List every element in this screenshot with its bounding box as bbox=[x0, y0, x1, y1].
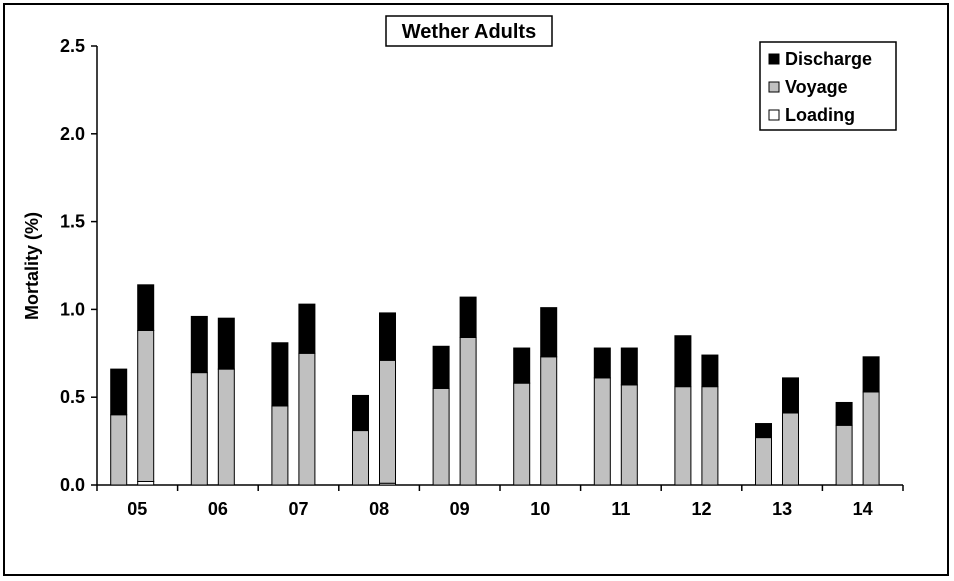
y-tick-label: 0.0 bbox=[60, 475, 85, 495]
x-tick-label: 10 bbox=[530, 499, 550, 519]
bar-discharge bbox=[862, 356, 880, 393]
bar-discharge bbox=[459, 296, 477, 338]
x-tick-label: 08 bbox=[369, 499, 389, 519]
bar-voyage bbox=[459, 336, 477, 486]
bar-voyage bbox=[352, 430, 370, 486]
bar-voyage bbox=[190, 372, 208, 486]
y-axis-label: Mortality (%) bbox=[22, 212, 42, 320]
bar-discharge bbox=[271, 342, 289, 407]
bar-discharge bbox=[593, 347, 611, 379]
x-tick-label: 07 bbox=[288, 499, 308, 519]
chart-title-box: Wether Adults bbox=[385, 15, 553, 47]
chart-title: Wether Adults bbox=[402, 21, 536, 43]
bar-discharge bbox=[352, 394, 370, 432]
legend-swatch-discharge bbox=[768, 53, 780, 65]
y-tick-label: 0.5 bbox=[60, 387, 85, 407]
bar-discharge bbox=[620, 347, 638, 386]
bar-voyage bbox=[513, 382, 531, 486]
bar-discharge bbox=[701, 354, 719, 388]
bar-voyage bbox=[835, 424, 853, 486]
bar-discharge bbox=[110, 368, 128, 416]
bars bbox=[110, 284, 880, 486]
bar-voyage bbox=[620, 384, 638, 486]
y-tick-label: 2.0 bbox=[60, 124, 85, 144]
bar-discharge bbox=[298, 303, 316, 354]
bar-discharge bbox=[835, 401, 853, 426]
x-tick-label: 06 bbox=[208, 499, 228, 519]
legend-label-discharge: Discharge bbox=[785, 49, 872, 69]
x-tick-label: 14 bbox=[853, 499, 873, 519]
bar-discharge bbox=[755, 423, 773, 439]
legend-swatch-loading bbox=[768, 109, 780, 121]
bar-discharge bbox=[782, 377, 800, 414]
title-border bbox=[385, 15, 553, 47]
bar-discharge bbox=[540, 307, 558, 358]
bar-discharge bbox=[432, 345, 450, 389]
bar-voyage bbox=[862, 391, 880, 486]
bar-voyage bbox=[298, 352, 316, 486]
bar-loading bbox=[137, 480, 155, 486]
x-tick-label: 13 bbox=[772, 499, 792, 519]
x-tick-label: 05 bbox=[127, 499, 147, 519]
bar-voyage bbox=[379, 359, 397, 484]
bar-voyage bbox=[674, 386, 692, 486]
bar-discharge bbox=[513, 347, 531, 384]
bar-voyage bbox=[701, 386, 719, 486]
bar-discharge bbox=[190, 315, 208, 374]
bar-voyage bbox=[110, 414, 128, 486]
legend-label-voyage: Voyage bbox=[785, 77, 848, 97]
y-tick-label: 1.0 bbox=[60, 299, 85, 319]
bar-voyage bbox=[593, 377, 611, 486]
bar-discharge bbox=[137, 284, 155, 331]
bar-voyage bbox=[217, 368, 235, 486]
legend-label-loading: Loading bbox=[785, 105, 855, 125]
bar-voyage bbox=[782, 412, 800, 486]
bar-voyage bbox=[755, 437, 773, 486]
x-tick-label: 11 bbox=[611, 499, 630, 519]
y-tick-label: 1.5 bbox=[60, 212, 85, 232]
y-tick-label: 2.5 bbox=[60, 36, 85, 56]
x-tick-label: 09 bbox=[450, 499, 470, 519]
axes: 0.0 0.5 1.0 1.5 2.0 2.5 05 06 07 08 09 10 11 12 13 14 bbox=[60, 36, 904, 519]
bar-discharge bbox=[674, 335, 692, 388]
bar-voyage bbox=[271, 405, 289, 486]
bar-voyage bbox=[540, 356, 558, 486]
bar-voyage bbox=[432, 387, 450, 486]
bar-discharge bbox=[379, 312, 397, 361]
bar-discharge bbox=[217, 317, 235, 370]
x-tick-label: 12 bbox=[691, 499, 711, 519]
legend: Discharge Voyage Loading bbox=[759, 41, 897, 131]
bar-voyage bbox=[137, 329, 155, 482]
legend-box bbox=[759, 41, 897, 131]
legend-swatch-voyage bbox=[768, 81, 780, 93]
